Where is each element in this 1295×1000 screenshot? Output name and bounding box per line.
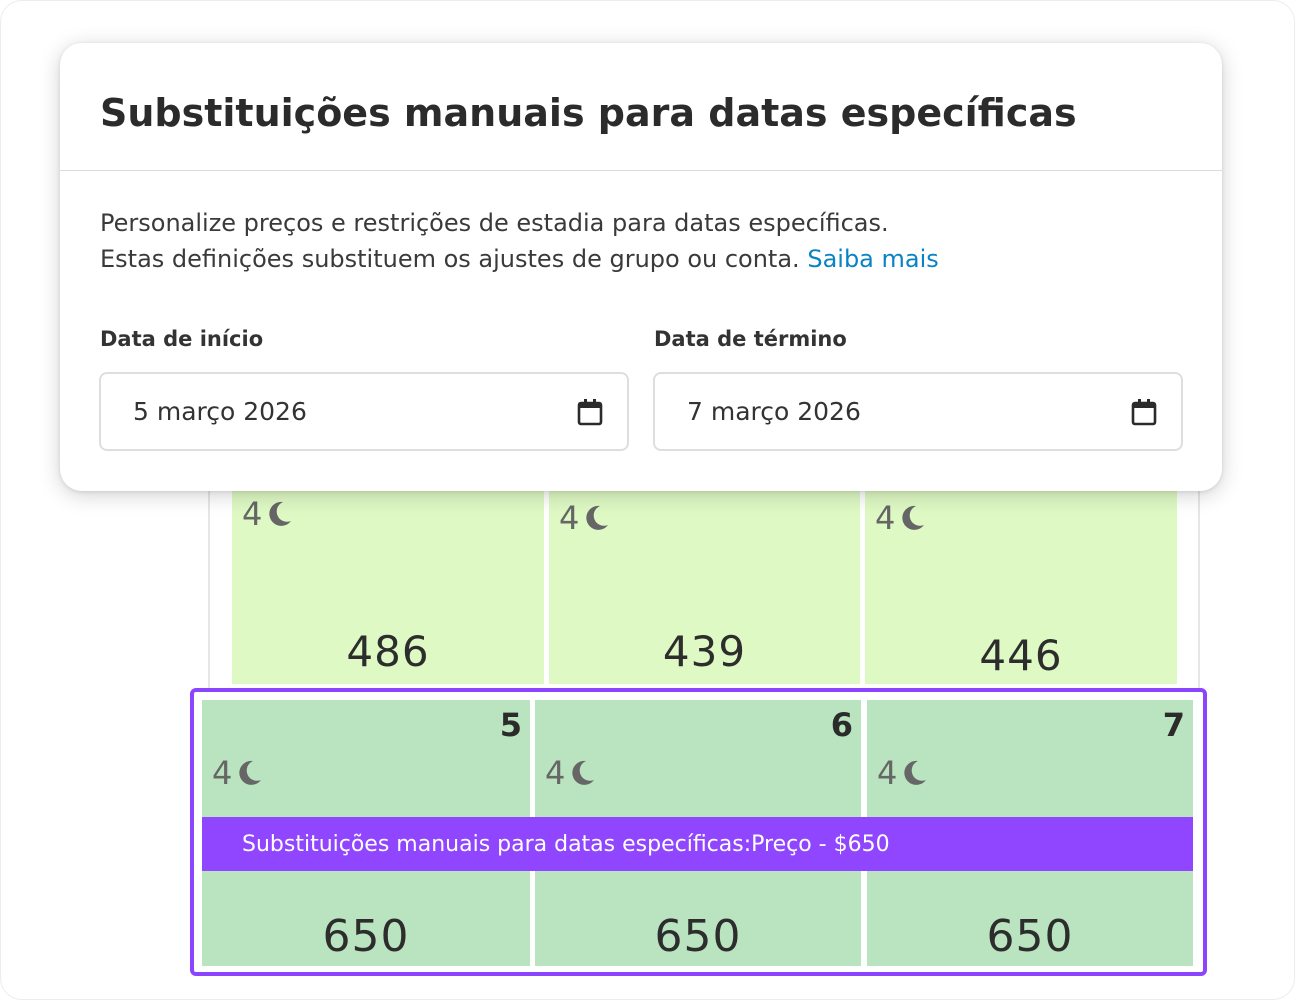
moon-icon — [904, 760, 927, 785]
min-nights-value: 4 — [559, 499, 580, 537]
override-dialog: Substituições manuais para datas específ… — [60, 43, 1222, 491]
calendar-grid: 4 486 4 439 4 446 — [208, 471, 1200, 741]
dialog-description: Personalize preços e restrições de estad… — [100, 205, 939, 277]
calendar-icon[interactable] — [1129, 397, 1159, 427]
selected-date-range[interactable]: 5 4 650 6 4 650 7 4 650 Substituições ma… — [190, 688, 1207, 976]
min-nights: 4 — [559, 499, 611, 537]
min-nights-value: 4 — [242, 495, 263, 533]
learn-more-link[interactable]: Saiba mais — [807, 245, 939, 273]
description-line-2: Estas definições substituem os ajustes d… — [100, 241, 939, 277]
moon-icon — [239, 760, 262, 785]
day-price: 439 — [662, 627, 747, 676]
calendar-day-cell[interactable]: 4 446 — [865, 471, 1177, 684]
moon-icon — [902, 505, 925, 530]
day-number: 5 — [499, 706, 522, 744]
min-nights: 4 — [875, 499, 927, 537]
day-number: 7 — [1162, 706, 1185, 744]
min-nights-value: 4 — [877, 754, 898, 792]
day-number: 6 — [830, 706, 853, 744]
description-line-2-text: Estas definições substituem os ajustes d… — [100, 245, 800, 273]
day-price: 650 — [654, 911, 742, 962]
calendar-day-cell[interactable]: 4 486 — [232, 471, 544, 684]
day-price: 446 — [979, 631, 1063, 680]
min-nights: 4 — [242, 495, 294, 533]
min-nights: 4 — [877, 754, 929, 792]
day-price: 650 — [986, 911, 1074, 962]
dialog-title: Substituições manuais para datas específ… — [100, 91, 1077, 135]
dialog-divider — [60, 170, 1222, 171]
moon-icon — [586, 505, 609, 530]
min-nights-value: 4 — [212, 754, 233, 792]
description-line-1: Personalize preços e restrições de estad… — [100, 209, 889, 237]
moon-icon — [269, 501, 292, 526]
min-nights: 4 — [545, 754, 597, 792]
start-date-value: 5 março 2026 — [133, 397, 307, 426]
start-date-label: Data de início — [100, 327, 264, 351]
end-date-value: 7 março 2026 — [687, 397, 861, 426]
day-price: 486 — [346, 627, 430, 676]
min-nights: 4 — [212, 754, 264, 792]
min-nights-value: 4 — [875, 499, 896, 537]
moon-icon — [572, 760, 595, 785]
calendar-day-cell[interactable]: 4 439 — [549, 471, 860, 684]
day-price: 650 — [322, 911, 410, 962]
override-banner[interactable]: Substituições manuais para datas específ… — [202, 817, 1193, 871]
calendar-icon[interactable] — [575, 397, 605, 427]
end-date-label: Data de término — [654, 327, 847, 351]
start-date-input[interactable]: 5 março 2026 — [99, 372, 629, 451]
min-nights-value: 4 — [545, 754, 566, 792]
end-date-input[interactable]: 7 março 2026 — [653, 372, 1183, 451]
